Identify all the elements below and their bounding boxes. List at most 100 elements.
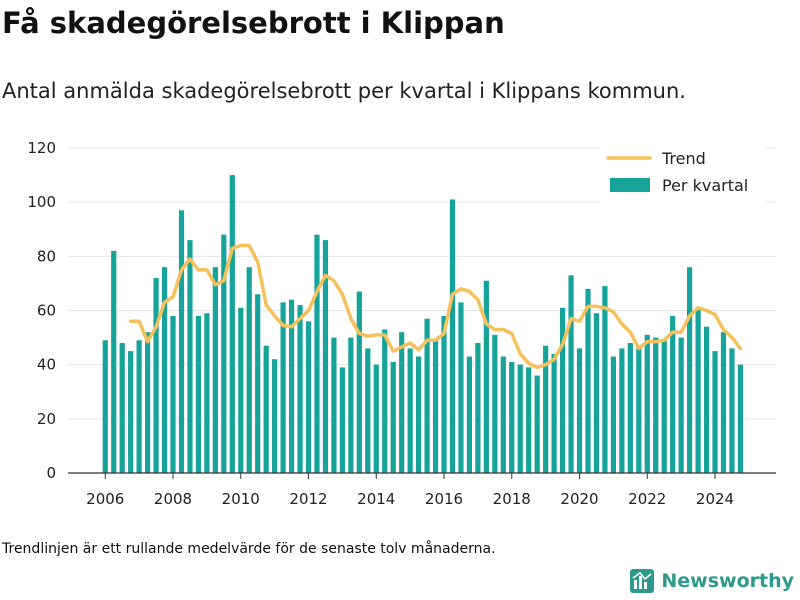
- bar: [102, 340, 108, 473]
- x-tick-label: 2024: [696, 490, 734, 508]
- bar: [559, 307, 566, 473]
- bar: [644, 334, 650, 473]
- bar: [238, 307, 244, 473]
- bar: [221, 234, 227, 473]
- x-tick-label: 2022: [628, 490, 666, 508]
- bar: [619, 348, 625, 473]
- legend-trend-label: Trend: [661, 149, 706, 168]
- bar: [111, 250, 117, 473]
- x-tick-label: 2008: [154, 490, 192, 508]
- bar: [670, 315, 676, 473]
- x-tick-label: 2012: [289, 490, 327, 508]
- legend-bar-label: Per kvartal: [662, 176, 748, 195]
- y-tick-label: 40: [37, 356, 56, 374]
- trend-series: [128, 243, 743, 370]
- bar: [720, 332, 727, 473]
- bar: [636, 348, 642, 473]
- bar: [195, 315, 202, 473]
- bar: [703, 326, 710, 473]
- bar: [314, 234, 320, 473]
- x-tick-label: 2018: [493, 490, 531, 508]
- bar: [483, 280, 489, 473]
- bar: [339, 367, 345, 473]
- bar: [399, 332, 405, 473]
- x-tick-label: 2020: [560, 490, 598, 508]
- bar: [331, 337, 337, 473]
- trend-line: [128, 243, 743, 370]
- y-tick-label: 20: [37, 410, 56, 428]
- bar: [576, 348, 583, 473]
- bar: [585, 288, 591, 473]
- bar: [263, 345, 269, 473]
- bar: [509, 361, 515, 473]
- y-tick-label: 80: [37, 247, 56, 265]
- bar: [204, 313, 210, 473]
- bar: [449, 199, 456, 474]
- chart-svg: 0 20 40 60 80 100 120 2006 2008 2010 2012 2014 2016 2…: [27, 139, 776, 508]
- bar: [678, 337, 684, 473]
- bar: [729, 348, 735, 473]
- bar: [272, 359, 278, 473]
- bar: [348, 337, 354, 473]
- bar: [737, 364, 744, 473]
- bar: [153, 278, 159, 473]
- bar: [145, 332, 151, 473]
- bar: [356, 291, 362, 473]
- bar: [712, 351, 718, 473]
- bar: [517, 364, 523, 473]
- bar: [492, 334, 498, 473]
- legend: Trend Per kvartal: [600, 145, 766, 203]
- bar: [653, 337, 659, 473]
- bar: [602, 286, 608, 473]
- y-tick-label: 0: [46, 464, 56, 482]
- bar: [246, 267, 252, 473]
- bar: [441, 315, 447, 473]
- x-tick-label: 2016: [425, 490, 463, 508]
- bar: [212, 267, 218, 473]
- bar: [543, 345, 549, 473]
- x-tick-label: 2010: [222, 490, 260, 508]
- bar: [551, 353, 557, 473]
- chart-title: Få skadegörelsebrott i Klippan: [2, 6, 505, 40]
- bar: [593, 313, 600, 473]
- bar: [458, 302, 464, 473]
- bar: [695, 307, 701, 473]
- bar: [568, 275, 574, 473]
- bar: [297, 305, 303, 473]
- bar: [119, 343, 125, 473]
- axes: 0 20 40 60 80 100 120 2006 2008 2010 2012 2014 2016 2…: [27, 139, 776, 508]
- footnote: Trendlinjen är ett rullande medelvärde f…: [2, 541, 496, 557]
- bar: [365, 348, 371, 473]
- bar: [390, 361, 396, 473]
- x-tick-label: 2014: [357, 490, 395, 508]
- bar: [187, 240, 193, 473]
- bar: [128, 351, 134, 473]
- y-tick-label: 120: [27, 139, 56, 157]
- y-tick-label: 100: [27, 193, 56, 211]
- bar: [534, 375, 540, 473]
- bar: [526, 367, 532, 473]
- brand-logo[interactable]: Newsworthy: [629, 568, 794, 594]
- bar: [170, 315, 176, 473]
- bar: [382, 329, 388, 473]
- bar: [229, 175, 235, 474]
- bar: [475, 343, 481, 473]
- newsworthy-logo-icon: [630, 569, 655, 593]
- bar: [322, 240, 329, 473]
- bar: [416, 356, 422, 473]
- bar: [627, 343, 633, 473]
- bar: [255, 294, 261, 473]
- bar: [136, 340, 142, 473]
- bar: [407, 348, 413, 473]
- bar: [432, 340, 439, 473]
- bar: [687, 267, 693, 473]
- legend-bar-swatch: [610, 178, 650, 192]
- bar: [610, 356, 616, 473]
- bar: [280, 302, 286, 473]
- legend-background: [600, 145, 766, 203]
- bar: [661, 340, 667, 473]
- chart-subtitle: Antal anmälda skadegörelsebrott per kvar…: [2, 79, 686, 103]
- bar: [466, 356, 473, 473]
- bar: [424, 318, 430, 473]
- bar: [178, 210, 185, 473]
